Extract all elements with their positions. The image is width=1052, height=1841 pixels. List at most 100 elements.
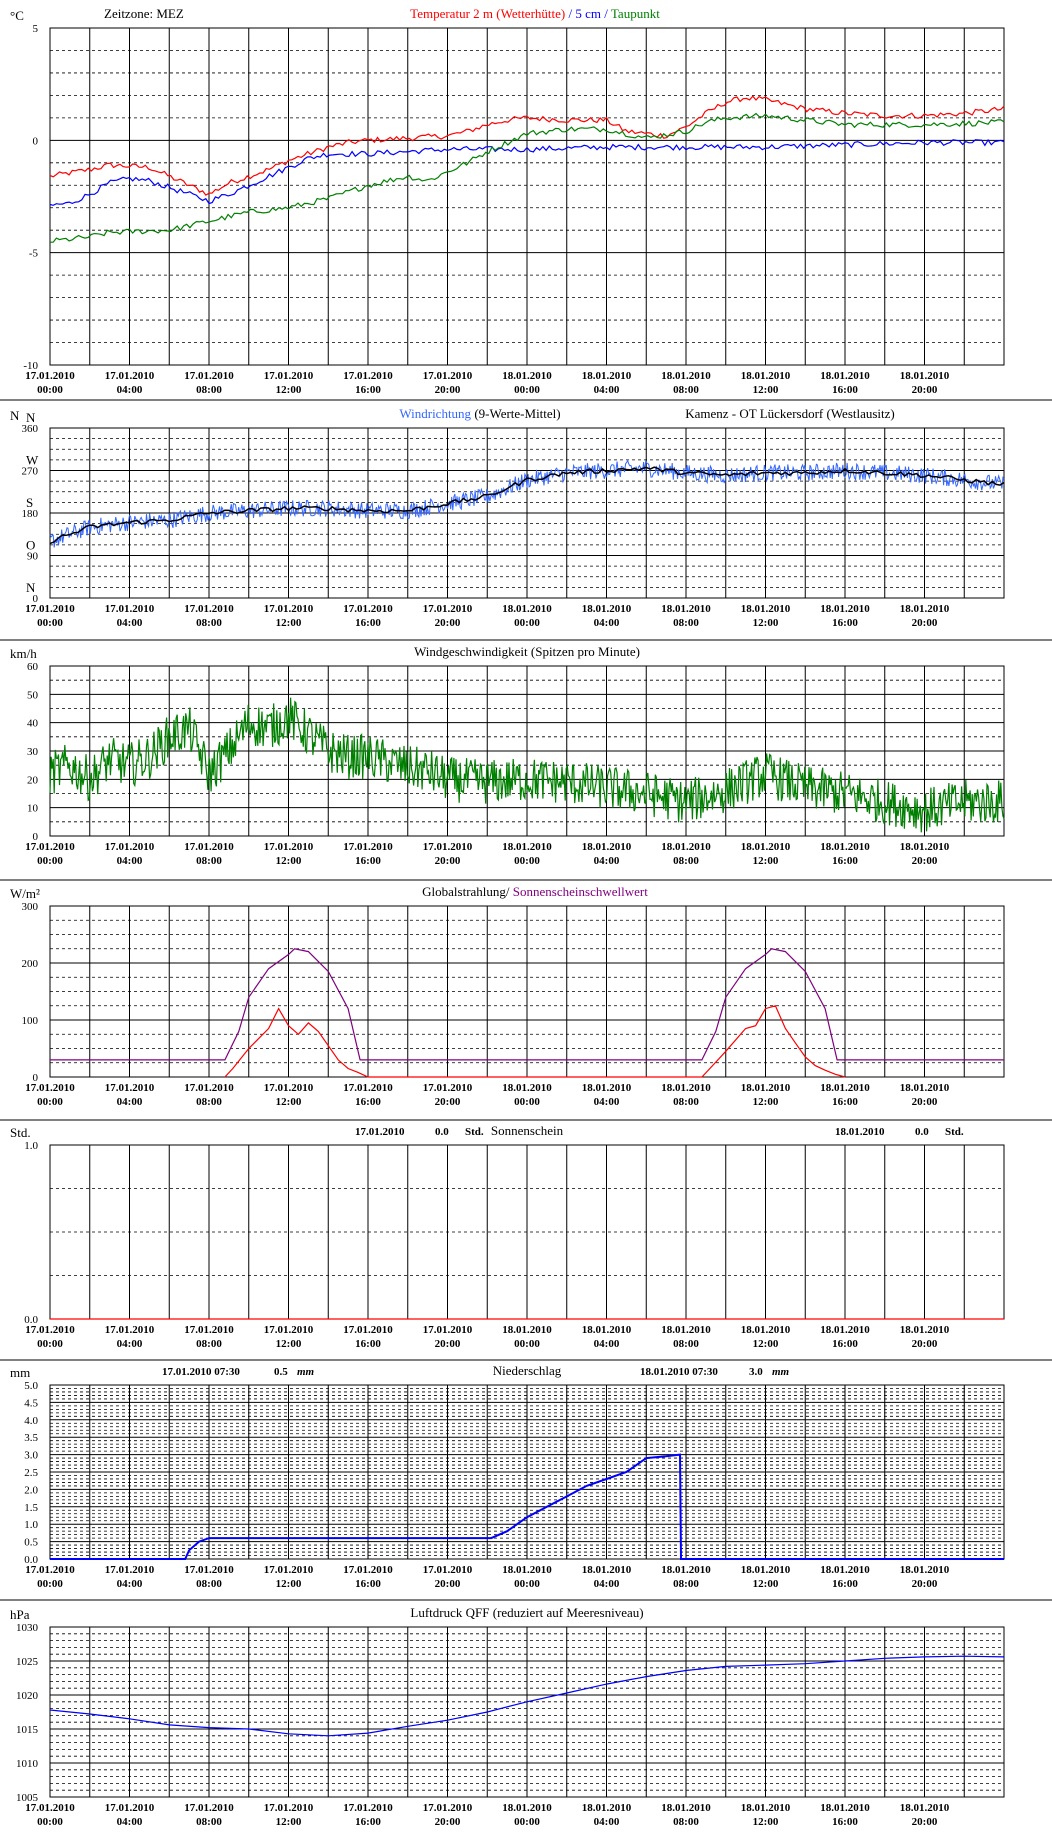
x-tick-date: 18.01.2010 [741,1564,791,1576]
y-tick-label: 1030 [16,1622,39,1634]
y-tick-label: 0 [33,135,39,147]
series-line-mean [49,466,1005,545]
chart-title: Luftdruck QFF (reduziert auf Meeresnivea… [410,1605,643,1620]
precip-timestamp: 17.01.2010 07:30 [162,1366,240,1378]
x-tick-date: 18.01.2010 [820,841,870,853]
x-tick-time: 12:00 [276,617,302,629]
x-tick-time: 20:00 [912,617,938,629]
y-tick-label: 200 [22,958,39,970]
chart-title: Niederschlag [493,1363,562,1378]
sunshine-unit: Std. [465,1126,484,1138]
series-line [224,1005,846,1078]
x-tick-time: 12:00 [276,1578,302,1590]
x-tick-date: 17.01.2010 [264,603,314,615]
x-tick-time: 00:00 [37,1578,63,1590]
chart-title: Windgeschwindigkeit (Spitzen pro Minute) [414,644,640,659]
x-tick-time: 20:00 [912,1816,938,1828]
y-tick-label: 5 [33,23,39,35]
series-line [49,697,1005,833]
plot-frame [49,1626,1005,1798]
x-tick-time: 16:00 [832,384,858,396]
x-tick-time: 00:00 [37,1096,63,1108]
x-tick-date: 17.01.2010 [423,1802,473,1814]
x-tick-date: 17.01.2010 [184,603,234,615]
series-line [50,948,1004,1061]
y-tick-label: 2.0 [24,1484,38,1496]
y-tick-label: 90 [27,551,39,563]
x-tick-time: 20:00 [912,1338,938,1350]
x-tick-date: 18.01.2010 [582,370,632,382]
timezone-label: Zeitzone: MEZ [104,6,184,21]
x-tick-date: 17.01.2010 [25,1802,75,1814]
series-line [50,112,1005,243]
x-tick-date: 18.01.2010 [741,1324,791,1336]
compass-label: W [26,453,39,468]
x-tick-date: 17.01.2010 [343,370,393,382]
y-tick-label: 1020 [16,1690,39,1702]
compass-label: S [26,495,33,510]
x-tick-time: 00:00 [514,1338,540,1350]
x-tick-time: 08:00 [196,855,222,867]
x-tick-time: 00:00 [514,384,540,396]
x-tick-time: 08:00 [673,1096,699,1108]
x-tick-time: 08:00 [196,1816,222,1828]
x-tick-time: 04:00 [594,1578,620,1590]
x-tick-date: 17.01.2010 [25,603,75,615]
x-tick-time: 16:00 [832,617,858,629]
y-tick-label: 3.5 [24,1432,38,1444]
x-tick-date: 18.01.2010 [741,370,791,382]
x-tick-date: 18.01.2010 [582,1082,632,1094]
y-tick-label: 1010 [16,1758,39,1770]
x-tick-date: 18.01.2010 [741,603,791,615]
x-tick-date: 18.01.2010 [820,370,870,382]
unit-label: W/m² [10,886,40,901]
x-tick-time: 04:00 [594,384,620,396]
y-tick-label: 50 [27,689,39,701]
x-tick-date: 18.01.2010 [900,603,950,615]
x-tick-time: 04:00 [117,1816,143,1828]
x-tick-time: 20:00 [435,855,461,867]
x-tick-date: 17.01.2010 [264,1802,314,1814]
x-tick-date: 17.01.2010 [184,1802,234,1814]
chart-precipitation: 5.0 4.5 4.0 3.5 3.0 2.5 2.0 1.5 1.0 0.5 0.0 mm Niede… [0,1363,1052,1601]
x-tick-time: 16:00 [355,1816,381,1828]
x-tick-time: 16:00 [832,855,858,867]
x-tick-time: 20:00 [912,384,938,396]
x-tick-date: 18.01.2010 [900,1324,950,1336]
x-tick-date: 18.01.2010 [502,1802,552,1814]
x-tick-time: 16:00 [355,855,381,867]
x-tick-time: 12:00 [753,1816,779,1828]
y-tick-label: 0 [33,593,39,605]
compass-label: N [26,580,36,595]
x-tick-time: 20:00 [435,1096,461,1108]
x-tick-time: 00:00 [514,617,540,629]
unit-label: km/h [10,646,37,661]
precip-timestamp: 18.01.2010 07:30 [640,1366,718,1378]
y-tick-label: -10 [23,360,38,372]
y-tick-label: 5.0 [24,1380,38,1392]
x-tick-time: 12:00 [276,855,302,867]
x-tick-date: 18.01.2010 [502,1564,552,1576]
y-tick-label: 40 [27,718,39,730]
x-tick-date: 18.01.2010 [661,603,711,615]
y-tick-label: 1.0 [24,1140,38,1152]
y-tick-label: 4.0 [24,1415,38,1427]
y-tick-label: 360 [22,423,39,435]
x-tick-date: 17.01.2010 [184,370,234,382]
x-tick-time: 12:00 [753,384,779,396]
x-tick-time: 16:00 [832,1816,858,1828]
x-tick-date: 17.01.2010 [105,1082,155,1094]
x-tick-time: 20:00 [912,855,938,867]
x-tick-time: 00:00 [514,1578,540,1590]
x-tick-time: 04:00 [117,1096,143,1108]
x-tick-date: 17.01.2010 [264,1082,314,1094]
plot-frame [49,1384,1005,1560]
x-tick-time: 04:00 [117,617,143,629]
y-tick-label: 0.0 [24,1314,38,1326]
x-tick-time: 04:00 [117,1338,143,1350]
series-line-raw [49,459,1005,548]
compass-label: N [26,410,36,425]
x-tick-date: 17.01.2010 [25,1082,75,1094]
x-tick-date: 17.01.2010 [25,370,75,382]
